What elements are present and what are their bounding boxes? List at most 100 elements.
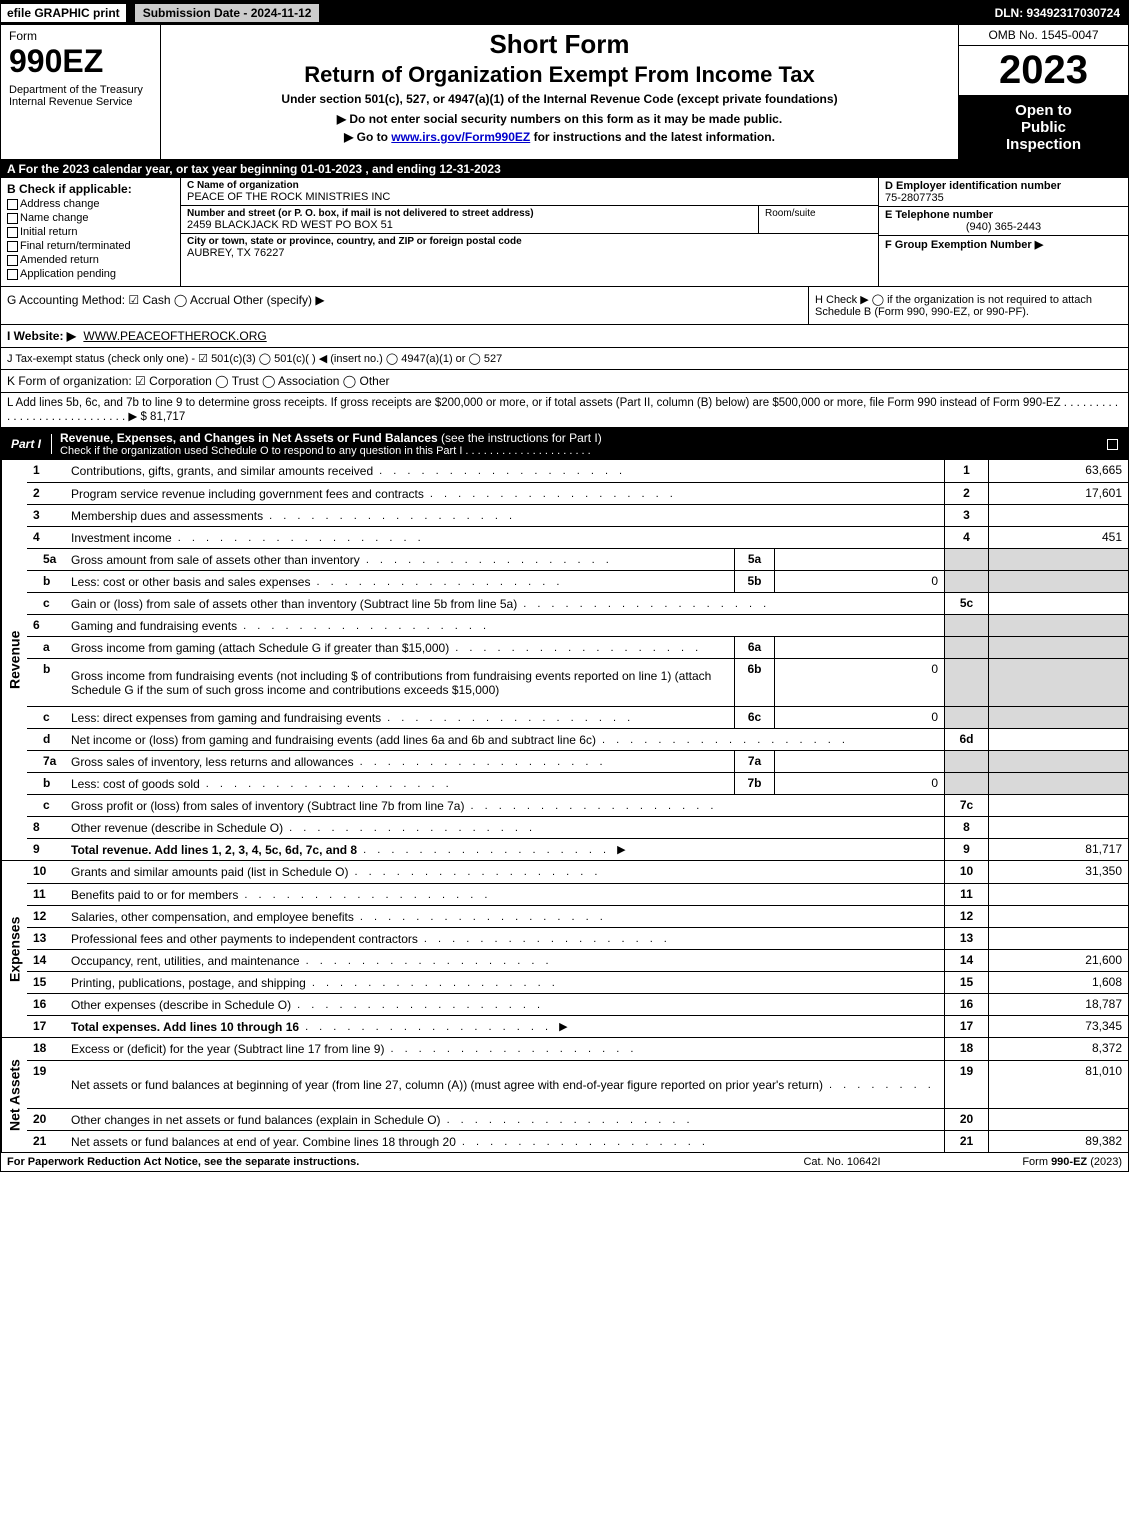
b-check-if-applicable: B Check if applicable: bbox=[7, 182, 174, 196]
right-line-number bbox=[944, 773, 988, 794]
e-tel-label: E Telephone number bbox=[885, 209, 1122, 221]
revenue-lines: 1Contributions, gifts, grants, and simil… bbox=[27, 460, 1128, 860]
right-line-number bbox=[944, 549, 988, 570]
line-number: 8 bbox=[27, 817, 67, 838]
part-1-checkbox[interactable] bbox=[1099, 434, 1128, 454]
line-row: cGross profit or (loss) from sales of in… bbox=[27, 794, 1128, 816]
line-desc: Printing, publications, postage, and shi… bbox=[67, 972, 944, 993]
line-desc: Other expenses (describe in Schedule O) … bbox=[67, 994, 944, 1015]
sub-line-number: 7b bbox=[734, 773, 774, 794]
line-row: 16Other expenses (describe in Schedule O… bbox=[27, 993, 1128, 1015]
title-short-form: Short Form bbox=[169, 29, 950, 60]
line-number: 16 bbox=[27, 994, 67, 1015]
right-line-amount bbox=[988, 773, 1128, 794]
footer-right: Form 990-EZ (2023) bbox=[942, 1156, 1122, 1168]
right-line-amount: 21,600 bbox=[988, 950, 1128, 971]
website-link[interactable]: WWW.PEACEOFTHEROCK.ORG bbox=[83, 329, 266, 343]
goto-pre: ▶ Go to bbox=[344, 130, 391, 144]
right-line-amount bbox=[988, 884, 1128, 905]
line-desc: Gross profit or (loss) from sales of inv… bbox=[67, 795, 944, 816]
dots: . . . . . . . . . . . . . . . . . . bbox=[306, 955, 940, 967]
sub-line-number: 5a bbox=[734, 549, 774, 570]
cb-application-pending[interactable]: Application pending bbox=[7, 268, 174, 280]
col-c: C Name of organization PEACE OF THE ROCK… bbox=[181, 178, 878, 286]
title-ssn-warn: ▶ Do not enter social security numbers o… bbox=[169, 112, 950, 126]
right-line-number bbox=[944, 659, 988, 706]
line-row: aGross income from gaming (attach Schedu… bbox=[27, 636, 1128, 658]
c-street-cell: Number and street (or P. O. box, if mail… bbox=[181, 206, 758, 233]
right-line-amount bbox=[988, 615, 1128, 636]
right-line-amount bbox=[988, 817, 1128, 838]
right-line-number: 10 bbox=[944, 861, 988, 883]
expenses-lines: 10Grants and similar amounts paid (list … bbox=[27, 861, 1128, 1037]
line-number: 10 bbox=[27, 861, 67, 883]
netassets-side-label: Net Assets bbox=[1, 1038, 27, 1152]
right-line-number: 2 bbox=[944, 483, 988, 504]
right-line-number bbox=[944, 571, 988, 592]
line-row: 18Excess or (deficit) for the year (Subt… bbox=[27, 1038, 1128, 1060]
line-number: a bbox=[27, 637, 67, 658]
line-number: 12 bbox=[27, 906, 67, 927]
dots: . . . . . . . . . . . . . . . . . . bbox=[360, 911, 940, 923]
right-line-number: 21 bbox=[944, 1131, 988, 1152]
room-suite: Room/suite bbox=[758, 206, 878, 233]
line-row: cLess: direct expenses from gaming and f… bbox=[27, 706, 1128, 728]
right-line-number: 9 bbox=[944, 839, 988, 860]
dots: . . . . . . . . . . . . . . . . . . bbox=[455, 642, 730, 654]
org-street: 2459 BLACKJACK RD WEST PO BOX 51 bbox=[187, 219, 752, 231]
line-desc: Salaries, other compensation, and employ… bbox=[67, 906, 944, 927]
dots: . . . . . . . . . . . . . . . . . . bbox=[289, 822, 940, 834]
line-desc: Net assets or fund balances at beginning… bbox=[67, 1061, 944, 1108]
right-line-number: 20 bbox=[944, 1109, 988, 1130]
f-group-exemption: F Group Exemption Number ▶ bbox=[879, 235, 1128, 253]
sub-line-number: 6a bbox=[734, 637, 774, 658]
line-number: 13 bbox=[27, 928, 67, 949]
line-row: 19Net assets or fund balances at beginni… bbox=[27, 1060, 1128, 1108]
expenses-side-label: Expenses bbox=[1, 861, 27, 1037]
right-line-number: 18 bbox=[944, 1038, 988, 1060]
line-desc: Other changes in net assets or fund bala… bbox=[67, 1109, 944, 1130]
right-line-number: 5c bbox=[944, 593, 988, 614]
right-line-amount: 81,010 bbox=[988, 1061, 1128, 1108]
row-l: L Add lines 5b, 6c, and 7b to line 9 to … bbox=[1, 393, 1128, 428]
line-desc: Grants and similar amounts paid (list in… bbox=[67, 861, 944, 883]
cb-name-change[interactable]: Name change bbox=[7, 212, 174, 224]
right-line-amount bbox=[988, 729, 1128, 750]
sub-line-amount: 0 bbox=[774, 659, 944, 706]
line-number: 1 bbox=[27, 460, 67, 482]
line-number: 9 bbox=[27, 839, 67, 860]
line-number: c bbox=[27, 593, 67, 614]
line-row: bLess: cost or other basis and sales exp… bbox=[27, 570, 1128, 592]
part-1-bar: Part I Revenue, Expenses, and Changes in… bbox=[1, 428, 1128, 460]
dots: . . . . . . . . . . . . . . . . . . bbox=[523, 598, 940, 610]
org-city: AUBREY, TX 76227 bbox=[187, 247, 872, 259]
revenue-section: Revenue 1Contributions, gifts, grants, a… bbox=[1, 460, 1128, 861]
header-left: Form 990EZ Department of the Treasury In… bbox=[1, 25, 161, 159]
line-desc: Gross income from fundraising events (no… bbox=[67, 659, 734, 706]
line-number: 20 bbox=[27, 1109, 67, 1130]
line-desc: Professional fees and other payments to … bbox=[67, 928, 944, 949]
dots: . . . . . . . . . . . . . . . . . . bbox=[316, 576, 730, 588]
title-goto: ▶ Go to www.irs.gov/Form990EZ for instru… bbox=[169, 130, 950, 144]
header: Form 990EZ Department of the Treasury In… bbox=[1, 25, 1128, 160]
dots: . . . . . . . . . . . . . . . . . . bbox=[379, 465, 940, 477]
dots: . . . . . . . . . . . . . . . . . . bbox=[424, 933, 940, 945]
cb-final-return[interactable]: Final return/terminated bbox=[7, 240, 174, 252]
open3: Inspection bbox=[963, 136, 1124, 153]
open2: Public bbox=[963, 119, 1124, 136]
c-city-cell: City or town, state or province, country… bbox=[181, 234, 878, 261]
footer: For Paperwork Reduction Act Notice, see … bbox=[1, 1152, 1128, 1171]
line-desc: Investment income . . . . . . . . . . . … bbox=[67, 527, 944, 548]
cb-address-change[interactable]: Address change bbox=[7, 198, 174, 210]
right-line-number: 6d bbox=[944, 729, 988, 750]
cb-amended-return[interactable]: Amended return bbox=[7, 254, 174, 266]
sub-line-number: 5b bbox=[734, 571, 774, 592]
right-line-amount bbox=[988, 505, 1128, 526]
right-line-number: 14 bbox=[944, 950, 988, 971]
line-row: bGross income from fundraising events (n… bbox=[27, 658, 1128, 706]
org-name: PEACE OF THE ROCK MINISTRIES INC bbox=[187, 191, 872, 203]
line-row: 1Contributions, gifts, grants, and simil… bbox=[27, 460, 1128, 482]
cb-initial-return[interactable]: Initial return bbox=[7, 226, 174, 238]
irs-link[interactable]: www.irs.gov/Form990EZ bbox=[391, 130, 530, 144]
col-b: B Check if applicable: Address change Na… bbox=[1, 178, 181, 286]
